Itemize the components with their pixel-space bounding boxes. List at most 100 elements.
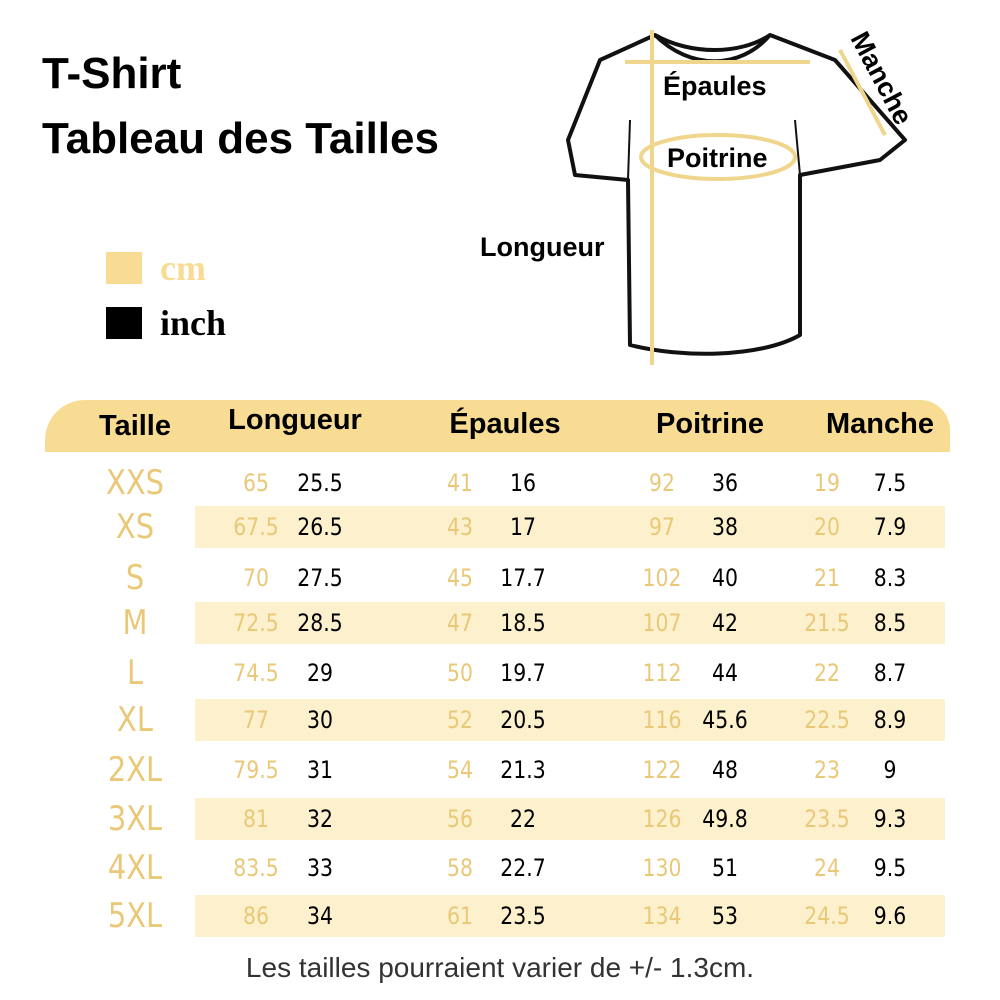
poitrine-cm-value: 116 bbox=[642, 706, 682, 734]
longueur-cm-value: 81 bbox=[243, 805, 269, 833]
manche-cm-value: 22.5 bbox=[804, 706, 850, 734]
size-label: 5XL bbox=[107, 896, 163, 936]
legend-swatch-inch bbox=[106, 307, 142, 339]
longueur-cm-value: 67.5 bbox=[233, 513, 279, 541]
size-label: XS bbox=[115, 507, 155, 547]
longueur-cm-value: 74.5 bbox=[233, 659, 279, 687]
poitrine-measure-ellipse bbox=[639, 133, 797, 181]
header-epaules: Épaules bbox=[449, 408, 561, 440]
size-label: 4XL bbox=[107, 848, 163, 888]
longueur-cm-value: 70 bbox=[243, 564, 269, 592]
size-label: XL bbox=[117, 700, 153, 740]
epaules-inch-value: 16 bbox=[510, 469, 536, 497]
manche-inch-value: 8.3 bbox=[873, 564, 907, 592]
longueur-cm-value: 77 bbox=[243, 706, 269, 734]
epaules-cm-value: 52 bbox=[447, 706, 473, 734]
legend-label-inch: inch bbox=[160, 303, 227, 343]
poitrine-inch-value: 42 bbox=[712, 609, 738, 637]
longueur-cm-value: 79.5 bbox=[233, 756, 279, 784]
poitrine-cm-value: 112 bbox=[642, 659, 682, 687]
epaules-inch-value: 23.5 bbox=[500, 902, 546, 930]
header-poitrine: Poitrine bbox=[656, 408, 764, 440]
poitrine-inch-value: 49.8 bbox=[702, 805, 748, 833]
manche-inch-value: 8.7 bbox=[873, 659, 907, 687]
poitrine-inch-value: 40 bbox=[712, 564, 738, 592]
row-stripe bbox=[195, 506, 945, 548]
manche-cm-value: 21.5 bbox=[804, 609, 850, 637]
poitrine-cm-value: 92 bbox=[649, 469, 675, 497]
epaules-inch-value: 21.3 bbox=[500, 756, 546, 784]
poitrine-inch-value: 53 bbox=[712, 902, 738, 930]
poitrine-cm-value: 97 bbox=[649, 513, 675, 541]
longueur-inch-value: 32 bbox=[307, 805, 333, 833]
manche-inch-value: 8.5 bbox=[873, 609, 907, 637]
size-label: L bbox=[126, 653, 144, 693]
epaules-inch-value: 17 bbox=[510, 513, 536, 541]
longueur-inch-value: 33 bbox=[307, 854, 333, 882]
epaules-inch-value: 17.7 bbox=[500, 564, 546, 592]
tshirt-diagram: Épaules Poitrine Longueur Manche bbox=[480, 27, 918, 365]
table-header bbox=[45, 400, 950, 452]
longueur-inch-value: 31 bbox=[307, 756, 333, 784]
epaules-inch-value: 20.5 bbox=[500, 706, 546, 734]
title-line-2: Tableau des Tailles bbox=[42, 114, 439, 163]
manche-inch-value: 9 bbox=[883, 756, 897, 784]
size-label: 2XL bbox=[107, 750, 163, 790]
longueur-inch-value: 30 bbox=[307, 706, 333, 734]
manche-inch-value: 9.3 bbox=[873, 805, 907, 833]
manche-cm-value: 20 bbox=[814, 513, 840, 541]
manche-cm-value: 22 bbox=[814, 659, 840, 687]
legend-swatch-cm bbox=[106, 252, 142, 284]
manche-measure-line bbox=[838, 49, 887, 136]
longueur-inch-value: 28.5 bbox=[297, 609, 343, 637]
epaules-inch-value: 22 bbox=[510, 805, 536, 833]
poitrine-cm-value: 130 bbox=[642, 854, 682, 882]
epaules-inch-value: 18.5 bbox=[500, 609, 546, 637]
manche-inch-value: 7.5 bbox=[873, 469, 907, 497]
row-stripe bbox=[195, 798, 945, 840]
longueur-cm-value: 65 bbox=[243, 469, 269, 497]
poitrine-inch-value: 45.6 bbox=[702, 706, 748, 734]
manche-cm-value: 19 bbox=[814, 469, 840, 497]
longueur-cm-value: 83.5 bbox=[233, 854, 279, 882]
longueur-inch-value: 25.5 bbox=[297, 469, 343, 497]
manche-cm-value: 24.5 bbox=[804, 902, 850, 930]
longueur-inch-value: 34 bbox=[307, 902, 333, 930]
label-poitrine: Poitrine bbox=[667, 143, 768, 173]
row-stripe bbox=[195, 895, 945, 937]
poitrine-cm-value: 134 bbox=[642, 902, 682, 930]
poitrine-cm-value: 122 bbox=[642, 756, 682, 784]
label-longueur: Longueur bbox=[480, 232, 605, 262]
row-stripe bbox=[195, 602, 945, 644]
epaules-cm-value: 45 bbox=[447, 564, 473, 592]
poitrine-inch-value: 48 bbox=[712, 756, 738, 784]
label-epaules: Épaules bbox=[663, 70, 767, 101]
size-label: S bbox=[125, 558, 145, 598]
size-label: XXS bbox=[106, 463, 164, 503]
legend-label-cm: cm bbox=[160, 248, 206, 288]
manche-cm-value: 23.5 bbox=[804, 805, 850, 833]
poitrine-cm-value: 102 bbox=[642, 564, 682, 592]
longueur-inch-value: 26.5 bbox=[297, 513, 343, 541]
epaules-cm-value: 50 bbox=[447, 659, 473, 687]
longueur-inch-value: 29 bbox=[307, 659, 333, 687]
manche-inch-value: 8.9 bbox=[873, 706, 907, 734]
longueur-cm-value: 72.5 bbox=[233, 609, 279, 637]
header-manche: Manche bbox=[826, 408, 934, 440]
epaules-cm-value: 41 bbox=[447, 469, 473, 497]
longueur-cm-value: 86 bbox=[243, 902, 269, 930]
poitrine-inch-value: 38 bbox=[712, 513, 738, 541]
poitrine-cm-value: 126 bbox=[642, 805, 682, 833]
epaules-cm-value: 54 bbox=[447, 756, 473, 784]
poitrine-cm-value: 107 bbox=[642, 609, 682, 637]
size-label: 3XL bbox=[107, 799, 163, 839]
poitrine-inch-value: 44 bbox=[712, 659, 738, 687]
epaules-cm-value: 58 bbox=[447, 854, 473, 882]
epaules-inch-value: 22.7 bbox=[500, 854, 546, 882]
epaules-cm-value: 61 bbox=[447, 902, 473, 930]
manche-inch-value: 9.6 bbox=[873, 902, 907, 930]
manche-inch-value: 7.9 bbox=[873, 513, 907, 541]
row-stripe bbox=[195, 699, 945, 741]
epaules-cm-value: 43 bbox=[447, 513, 473, 541]
longueur-inch-value: 27.5 bbox=[297, 564, 343, 592]
